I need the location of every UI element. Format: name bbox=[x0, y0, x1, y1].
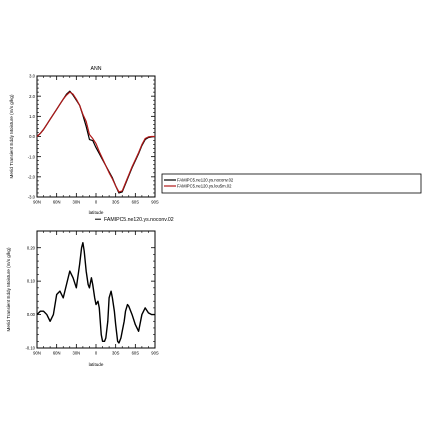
x-tick-label: 30N bbox=[72, 351, 80, 356]
x-tick-label: 60S bbox=[132, 351, 140, 356]
series-line-0 bbox=[36, 90, 156, 194]
legend-box bbox=[161, 173, 422, 194]
x-tick-label: 90N bbox=[33, 200, 41, 205]
x-tick-label: 90N bbox=[33, 351, 41, 356]
y-tick-label: 0.20 bbox=[27, 245, 36, 250]
x-tick-label: 30S bbox=[112, 200, 120, 205]
y-tick-label: -2.0 bbox=[28, 174, 36, 179]
x-axis-label: latitude bbox=[89, 210, 104, 215]
x-tick-label: 30N bbox=[72, 200, 80, 205]
x-tick-label: 60N bbox=[53, 200, 61, 205]
x-tick-label: 60N bbox=[53, 351, 61, 356]
legend: FAMIPC5.ne120.ys.noconv.02FAMIPC5.ne120.… bbox=[161, 173, 422, 194]
legend-entry-0: FAMIPC5.ne120.ys.noconv.02 bbox=[177, 178, 234, 183]
y-axis-label: Merid Transient Eddy Moisture (m/s g/kg) bbox=[9, 94, 14, 178]
x-tick-label: 90S bbox=[151, 200, 159, 205]
series-line-1 bbox=[36, 91, 155, 193]
chart-title: FAMIPC5.ne120.ys.noconv.02 bbox=[104, 217, 174, 223]
y-tick-label: 1.0 bbox=[29, 114, 35, 119]
lower-chart: 90N 60N 30N 0 30S 60S 90S -0.10 0.00 0.10 0.20 lati… bbox=[6, 217, 174, 367]
chart-title: ANN bbox=[91, 66, 102, 72]
x-tick-label: 30S bbox=[112, 351, 120, 356]
y-tick-label: 3.0 bbox=[29, 74, 35, 79]
series-line-0 bbox=[36, 241, 155, 344]
y-tick-label: -1.0 bbox=[28, 154, 36, 159]
x-tick-label: 0 bbox=[95, 200, 98, 205]
x-tick-label: 60S bbox=[132, 200, 140, 205]
upper-chart: 90N 60N 30N 0 30S 60S 90S -3.0 -2.0 -1.0 0.0 1.0 2.0… bbox=[9, 66, 422, 215]
y-tick-label: -0.10 bbox=[25, 346, 35, 351]
plot-frame bbox=[36, 75, 156, 198]
y-tick-label: 0.0 bbox=[29, 134, 35, 139]
y-tick-label: 2.0 bbox=[29, 94, 35, 99]
x-axis-label: latitude bbox=[89, 362, 104, 367]
y-axis-label: Merid Transient Eddy Moisture (m/s g/kg) bbox=[6, 247, 11, 331]
y-tick-label: 0.10 bbox=[27, 279, 36, 284]
x-tick-label: 90S bbox=[151, 351, 159, 356]
x-tick-label: 0 bbox=[95, 351, 98, 356]
plot-frame bbox=[36, 230, 156, 349]
y-tick-label: 0.00 bbox=[27, 312, 36, 317]
legend-entry-1: FAMIPC5.ne120.ys.lou5m.02 bbox=[177, 184, 232, 189]
y-tick-label: -3.0 bbox=[28, 195, 36, 200]
